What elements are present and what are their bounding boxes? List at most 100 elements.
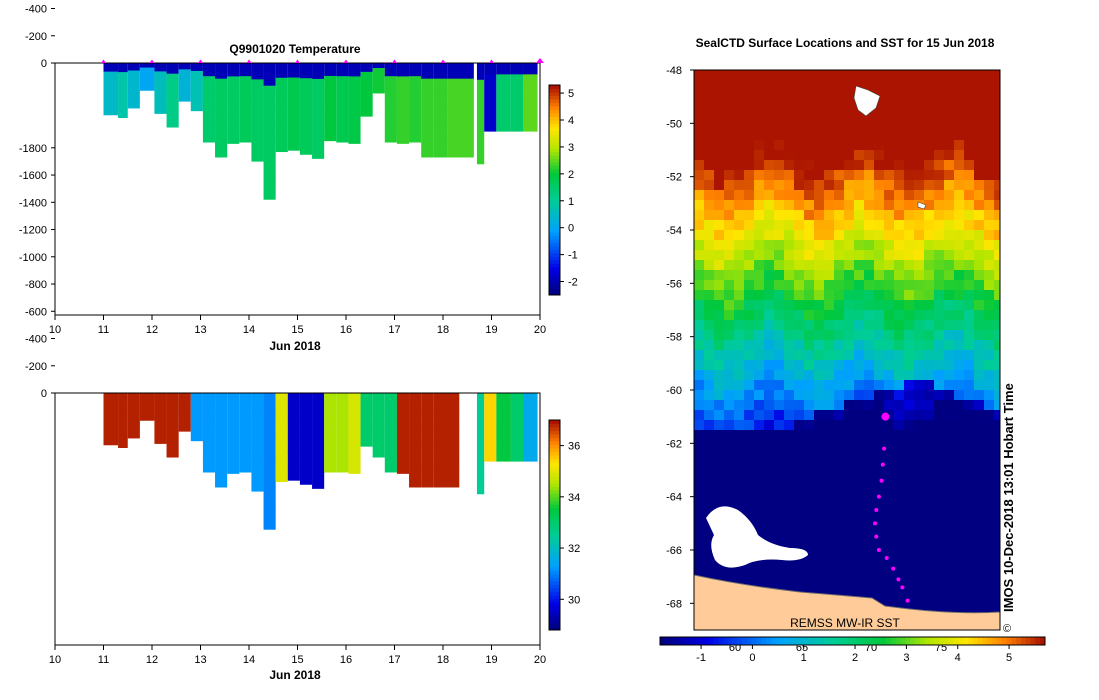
sst-cell	[814, 300, 825, 311]
sst-cell	[864, 430, 875, 441]
profile-cell	[166, 425, 179, 437]
sst-cell	[734, 220, 745, 231]
sst-cell	[914, 480, 925, 491]
sst-cell	[844, 520, 855, 531]
sst-cell	[904, 410, 915, 421]
sst-cell	[724, 240, 735, 251]
sst-cell	[974, 480, 985, 491]
sst-cell	[984, 320, 995, 331]
sst-cell	[824, 70, 835, 81]
sst-cell	[784, 90, 795, 101]
sst-cell	[984, 410, 995, 421]
sst-cell	[934, 360, 945, 371]
sst-cell	[994, 550, 1000, 561]
temperature-x-axis: 10 11 12 13 14 15 16 17 18 19 20	[49, 315, 546, 336]
sst-cell	[764, 120, 775, 131]
colorbar-segment	[549, 267, 560, 271]
profile-cell	[409, 455, 422, 472]
colorbar-segment	[785, 637, 791, 645]
sst-cell	[954, 70, 965, 81]
colorbar-tick-label: 36	[568, 441, 580, 453]
colorbar-segment	[549, 455, 560, 459]
map-latitude-axis: -48-50-52-54-56-58-60-62-64-66-68	[666, 65, 694, 610]
sst-cell	[984, 80, 995, 91]
sst-cell	[914, 500, 925, 511]
colorbar-segment	[549, 528, 560, 533]
sst-cell	[884, 180, 895, 191]
sst-cell	[874, 230, 885, 241]
profile-cell	[190, 400, 203, 410]
profile-cell	[190, 63, 203, 72]
sst-cell	[864, 70, 875, 81]
profile-cell	[275, 422, 288, 438]
sst-cell	[794, 480, 805, 491]
lat-tick-label: -66	[666, 545, 682, 557]
sst-cell	[874, 220, 885, 231]
sst-cell	[744, 290, 755, 301]
sst-cell	[834, 400, 845, 411]
profile-cell	[523, 74, 538, 87]
track-point	[891, 566, 896, 571]
profile-cell	[510, 74, 524, 87]
sst-cell	[924, 190, 935, 201]
sst-cell	[904, 500, 915, 511]
profile-cell	[202, 406, 216, 420]
sst-cell	[934, 490, 945, 501]
colorbar-segment	[919, 637, 926, 645]
sst-cell	[754, 500, 765, 511]
sst-cell	[694, 460, 705, 471]
colorbar-segment	[549, 211, 560, 215]
sst-cell	[934, 400, 945, 411]
sst-cell	[754, 160, 765, 171]
sst-cell	[944, 180, 955, 191]
sst-cell	[954, 420, 965, 431]
sst-cell	[874, 320, 885, 331]
sst-cell	[834, 290, 845, 301]
sst-cell	[964, 490, 975, 501]
sst-cell	[834, 130, 845, 141]
timestamp-label: IMOS 10-Dec-2018 13:01 Hobart Time	[1001, 383, 1016, 612]
sst-cell	[844, 330, 855, 341]
sst-cell	[934, 220, 945, 231]
sst-cell	[904, 240, 915, 251]
colorbar-segment	[948, 637, 955, 645]
sst-cell	[884, 140, 895, 151]
sst-cell	[724, 230, 735, 241]
profile-cell	[190, 78, 203, 88]
sst-cell	[734, 360, 745, 371]
profile-cell	[312, 63, 325, 80]
sst-cell	[974, 70, 985, 81]
profile-cell	[202, 89, 216, 104]
profile-cell	[433, 424, 460, 441]
sst-cell	[894, 250, 905, 261]
sst-cell	[884, 470, 895, 481]
sst-cell	[954, 190, 965, 201]
profile-cell	[384, 89, 397, 104]
sst-cell	[964, 90, 975, 101]
sst-cell	[774, 540, 785, 551]
sst-cell	[744, 340, 755, 351]
sst-cell	[794, 240, 805, 251]
sst-cell	[724, 460, 735, 471]
colorbar-segment	[895, 637, 902, 645]
sst-cell	[824, 120, 835, 131]
sst-cell	[944, 450, 955, 461]
sst-cell	[784, 490, 795, 501]
sst-cell	[864, 120, 875, 131]
sst-cell	[984, 560, 995, 571]
sst-cell	[864, 440, 875, 451]
sst-cell	[844, 170, 855, 181]
sst-cell	[844, 150, 855, 161]
sst-cell	[744, 370, 755, 381]
profile-cell	[299, 139, 313, 155]
sst-cell	[844, 410, 855, 421]
profile-cell	[275, 122, 288, 138]
sst-cell	[704, 550, 715, 561]
sst-cell	[724, 80, 735, 91]
sst-cell	[954, 170, 965, 181]
sst-cell	[924, 170, 935, 181]
sst-cell	[984, 260, 995, 271]
sst-cell	[974, 380, 985, 391]
sst-cell	[914, 260, 925, 271]
sst-cell	[934, 110, 945, 121]
